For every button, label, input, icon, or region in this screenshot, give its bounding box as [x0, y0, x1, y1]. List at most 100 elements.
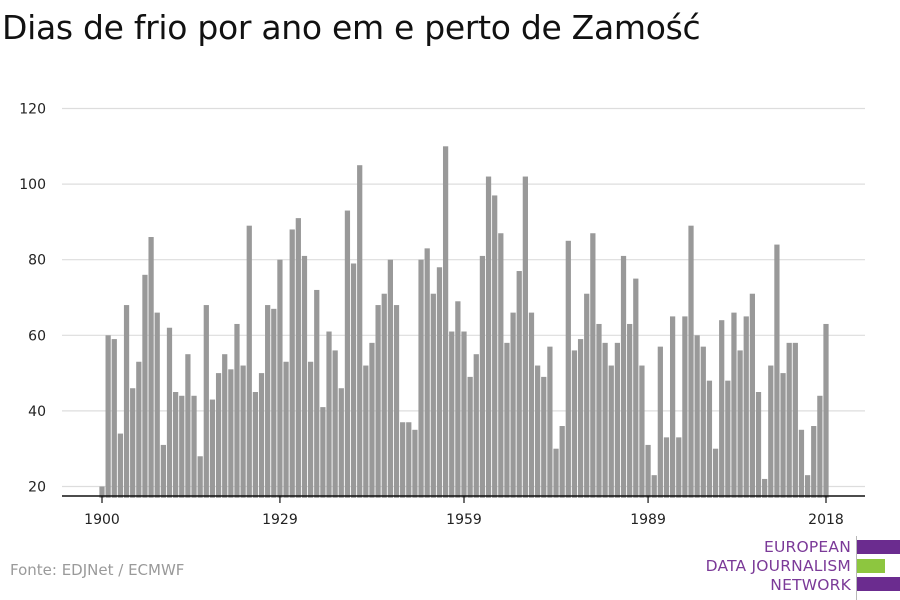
bar — [209, 399, 216, 498]
bar — [571, 350, 578, 498]
bar — [547, 346, 553, 498]
bar — [473, 354, 479, 498]
bar — [811, 426, 817, 498]
bar — [246, 225, 252, 498]
bar — [492, 195, 498, 498]
bar — [381, 293, 387, 498]
bar — [522, 176, 528, 498]
logo-text-data-journalism: DATA JOURNALISM — [705, 557, 851, 575]
bar — [565, 240, 571, 498]
bar — [669, 316, 676, 498]
bar — [123, 305, 130, 498]
y-tick-label: 20 — [28, 480, 46, 496]
bar — [400, 422, 406, 498]
bar — [117, 433, 124, 498]
bar — [719, 320, 725, 498]
x-tick-label: 2018 — [808, 512, 844, 528]
bar — [694, 335, 700, 498]
bar — [338, 388, 344, 498]
bar — [289, 229, 295, 498]
bar — [375, 305, 381, 498]
bar — [627, 323, 633, 498]
x-tick-label: 1929 — [262, 512, 298, 528]
bar — [749, 293, 755, 498]
logo-text-network: NETWORK — [770, 576, 851, 594]
bar — [136, 361, 142, 498]
bar — [197, 456, 203, 498]
bar — [712, 448, 719, 498]
bar — [528, 312, 535, 498]
y-tick-label: 120 — [19, 102, 46, 118]
bar — [804, 475, 811, 498]
bar — [436, 267, 443, 498]
y-tick-label: 40 — [28, 404, 46, 420]
logo-bar-purple-top — [857, 540, 900, 554]
bar — [516, 271, 522, 498]
bar — [633, 278, 639, 498]
bar — [179, 395, 185, 498]
bar — [577, 339, 584, 498]
bar — [780, 373, 786, 498]
bar — [768, 365, 774, 498]
logo-bar-green — [857, 559, 885, 573]
bar — [731, 312, 737, 498]
bar — [596, 323, 602, 498]
bar — [424, 248, 430, 498]
bar — [295, 218, 301, 498]
bar — [111, 339, 117, 498]
bar — [228, 369, 234, 498]
bar — [762, 478, 768, 498]
bar — [467, 376, 473, 498]
bar — [314, 289, 320, 498]
bar — [99, 486, 105, 498]
bar — [258, 373, 265, 498]
bar — [430, 293, 436, 498]
bar — [535, 365, 541, 498]
bar — [449, 331, 455, 498]
chart-title: Dias de frio por ano em e perto de Zamoś… — [2, 8, 701, 47]
edjnet-logo[interactable]: EUROPEAN DATA JOURNALISM NETWORK — [700, 536, 900, 600]
bar — [688, 225, 694, 498]
bar — [185, 354, 191, 498]
y-tick-label: 80 — [28, 253, 46, 269]
bar — [406, 422, 412, 498]
bar — [700, 346, 706, 498]
bar — [326, 331, 332, 498]
x-tick-label: 1900 — [84, 512, 120, 528]
bar — [639, 365, 645, 498]
bar — [154, 312, 160, 498]
bar — [148, 237, 154, 498]
y-tick-label: 60 — [28, 328, 46, 344]
bar — [663, 437, 670, 498]
bar — [798, 429, 805, 498]
bar — [590, 233, 596, 498]
bar — [792, 342, 798, 498]
bar — [602, 342, 608, 498]
bar — [418, 259, 424, 498]
bar — [725, 380, 731, 498]
bars — [99, 146, 829, 498]
bar — [369, 342, 375, 498]
bar — [645, 444, 651, 498]
bar — [817, 395, 823, 498]
bar — [608, 365, 614, 498]
logo-divider — [856, 536, 857, 600]
bar — [357, 165, 363, 498]
bar — [234, 323, 240, 498]
bar — [130, 388, 136, 498]
bar — [442, 146, 449, 498]
bar — [105, 335, 111, 498]
bar — [222, 354, 228, 498]
bar — [393, 305, 400, 498]
bar — [265, 305, 271, 498]
x-axis-ticks: 1900 1929 1959 1989 2018 — [84, 496, 844, 528]
bar — [504, 342, 510, 498]
bar — [657, 346, 663, 498]
bar — [455, 301, 461, 498]
logo-text-european: EUROPEAN — [763, 538, 851, 556]
x-tick-label: 1959 — [446, 512, 482, 528]
bar — [584, 293, 590, 498]
bar — [755, 392, 762, 498]
bar — [823, 323, 829, 498]
bar — [510, 312, 516, 498]
